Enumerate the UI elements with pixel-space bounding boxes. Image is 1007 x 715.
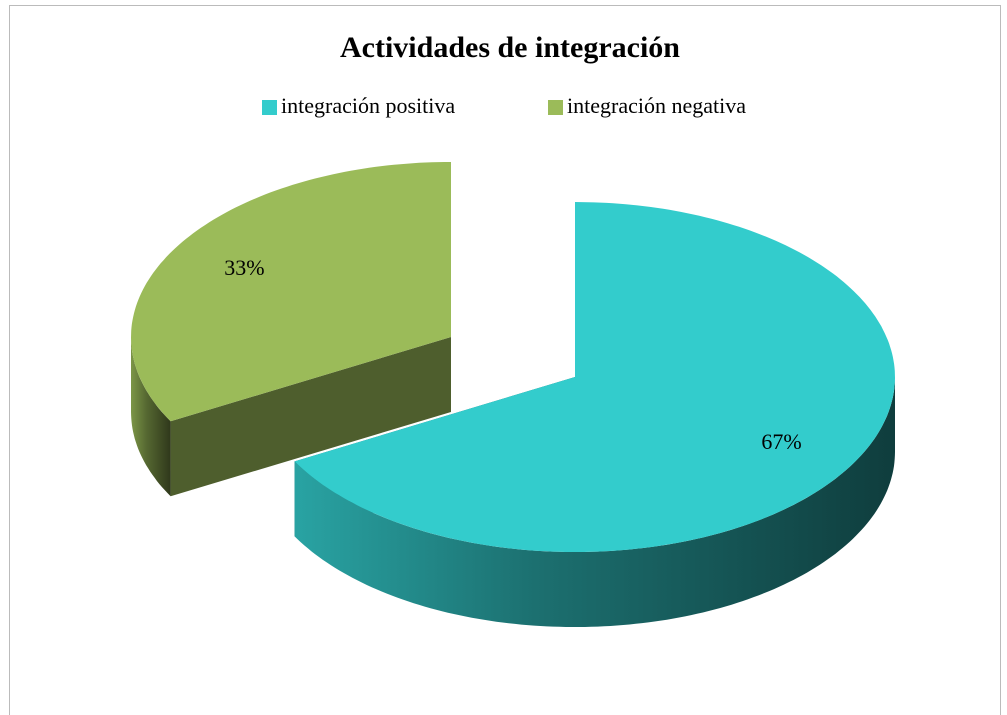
legend-swatch <box>548 100 563 115</box>
slice-side <box>131 337 171 497</box>
slice-wall <box>170 337 451 497</box>
slice-side <box>294 377 896 627</box>
legend-swatch <box>262 100 277 115</box>
slice <box>131 162 451 422</box>
data-label: 67% <box>761 429 801 454</box>
legend-label: integración positiva <box>281 93 455 118</box>
legend-label: integración negativa <box>567 93 746 118</box>
data-label: 33% <box>224 255 264 280</box>
slice <box>294 202 896 552</box>
chart-title: Actividades de integración <box>340 31 680 64</box>
